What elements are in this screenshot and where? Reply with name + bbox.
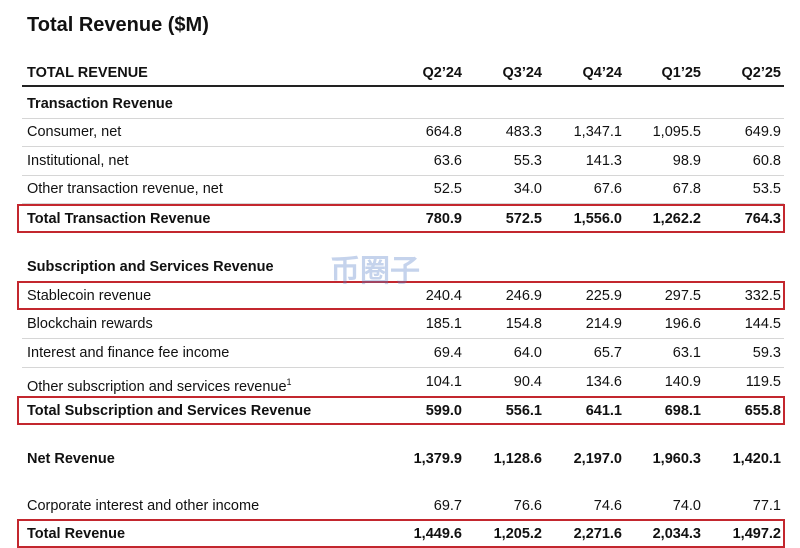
row-label: Interest and finance fee income [27,345,230,361]
cell-value: 556.1 [505,403,542,419]
row-label: Total Revenue [27,526,126,542]
cell-value: 69.4 [433,345,462,361]
footnote-mark: 1 [286,377,292,387]
cell-value: 2,197.0 [573,451,622,467]
cell-value: 1,128.6 [493,451,542,467]
column-header: Q2’25 [741,65,782,81]
cell-value: 185.1 [425,316,462,332]
section-label: Subscription and Services Revenue [27,259,274,275]
cell-value: 2,034.3 [652,526,701,542]
cell-value: 1,379.9 [413,451,462,467]
cell-value: 34.0 [513,181,542,197]
cell-value: 74.6 [593,498,622,514]
row-label: Institutional, net [27,153,129,169]
row-separator [22,203,784,204]
cell-value: 64.0 [513,345,542,361]
cell-value: 572.5 [505,211,542,227]
cell-value: 1,960.3 [652,451,701,467]
column-header: Q2’24 [422,65,463,81]
cell-value: 53.5 [752,181,781,197]
cell-value: 134.6 [585,374,622,390]
cell-value: 90.4 [513,374,542,390]
cell-value: 1,497.2 [732,526,781,542]
cell-value: 59.3 [752,345,781,361]
title: Total Revenue ($M) [27,14,209,36]
row-label: Stablecoin revenue [27,288,152,304]
row-separator [22,175,784,176]
row-label: Other subscription and services revenue1 [27,377,292,395]
row-separator [22,146,784,147]
cell-value: 65.7 [593,345,622,361]
cell-value: 154.8 [505,316,542,332]
cell-value: 1,556.0 [573,211,622,227]
row-label: Net Revenue [27,451,115,467]
cell-value: 74.0 [672,498,701,514]
column-header: Q4’24 [582,65,623,81]
cell-value: 2,271.6 [573,526,622,542]
cell-value: 1,420.1 [732,451,781,467]
cell-value: 641.1 [585,403,622,419]
header-rule [22,85,784,87]
row-separator [22,367,784,368]
cell-value: 63.1 [672,345,701,361]
cell-value: 483.3 [505,124,542,140]
cell-value: 780.9 [425,211,462,227]
cell-value: 196.6 [664,316,701,332]
cell-value: 240.4 [425,288,462,304]
cell-value: 144.5 [744,316,781,332]
cell-value: 1,347.1 [573,124,622,140]
row-label: Other transaction revenue, net [27,181,223,197]
cell-value: 140.9 [664,374,701,390]
row-label: Total Subscription and Services Revenue [27,403,312,419]
row-label: Corporate interest and other income [27,498,260,514]
corner-header: TOTAL REVENUE [27,65,148,81]
row-separator [22,118,784,119]
cell-value: 649.9 [744,124,781,140]
cell-value: 141.3 [585,153,622,169]
cell-value: 214.9 [585,316,622,332]
cell-value: 67.8 [672,181,701,197]
column-header: Q1’25 [661,65,702,81]
cell-value: 664.8 [425,124,462,140]
cell-value: 599.0 [425,403,462,419]
highlight-box [17,281,785,310]
cell-value: 225.9 [585,288,622,304]
row-label: Blockchain rewards [27,316,153,332]
cell-value: 297.5 [664,288,701,304]
cell-value: 655.8 [744,403,781,419]
cell-value: 119.5 [745,374,781,390]
cell-value: 98.9 [672,153,701,169]
cell-value: 698.1 [664,403,701,419]
row-label: Consumer, net [27,124,122,140]
cell-value: 246.9 [505,288,542,304]
cell-value: 52.5 [433,181,462,197]
cell-value: 69.7 [433,498,462,514]
cell-value: 764.3 [744,211,781,227]
cell-value: 1,205.2 [493,526,542,542]
cell-value: 63.6 [433,153,462,169]
cell-value: 1,262.2 [652,211,701,227]
column-header: Q3’24 [502,65,543,81]
row-label: Total Transaction Revenue [27,211,211,227]
section-label: Transaction Revenue [27,96,173,112]
highlight-box [17,519,785,548]
cell-value: 67.6 [593,181,622,197]
cell-value: 1,449.6 [413,526,462,542]
cell-value: 60.8 [752,153,781,169]
cell-value: 55.3 [513,153,542,169]
cell-value: 76.6 [513,498,542,514]
highlight-box [17,204,785,233]
highlight-box [17,396,785,425]
cell-value: 104.1 [425,374,462,390]
row-separator [22,338,784,339]
cell-value: 1,095.5 [652,124,701,140]
cell-value: 77.1 [752,498,781,514]
cell-value: 332.5 [744,288,781,304]
watermark: 币圈子 [330,255,420,288]
